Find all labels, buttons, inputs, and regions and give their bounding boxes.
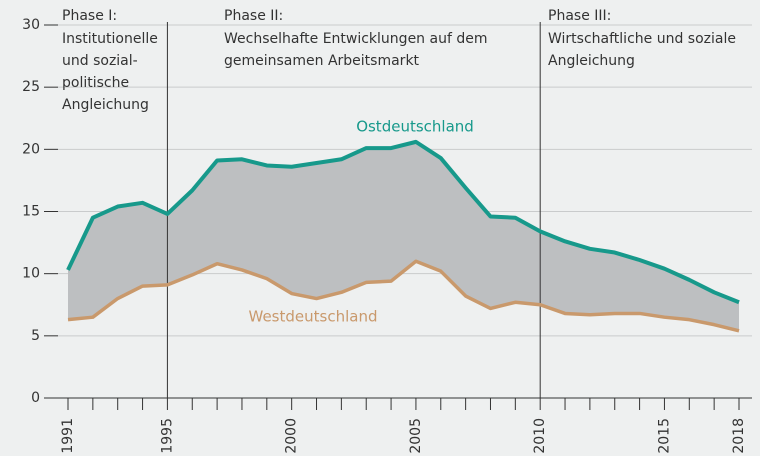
x-tick-label: 2018 bbox=[731, 418, 747, 454]
x-tick-label: 2010 bbox=[532, 418, 548, 454]
y-tick-label: 20 bbox=[22, 141, 40, 157]
y-tick-label: 30 bbox=[22, 17, 40, 33]
x-tick-label: 2000 bbox=[284, 418, 300, 454]
y-tick-label: 5 bbox=[31, 328, 40, 344]
phase-title: Phase II: bbox=[224, 8, 283, 24]
series-line bbox=[66, 139, 740, 305]
y-tick-label: 15 bbox=[22, 204, 40, 220]
series-label: Westdeutschland bbox=[249, 308, 378, 326]
series-label: Ostdeutschland bbox=[356, 118, 474, 136]
phase-text: Angleichung bbox=[62, 97, 149, 113]
phase-text: Institutionelle bbox=[62, 31, 158, 47]
phase-title: Phase III: bbox=[548, 8, 611, 24]
x-tick-label: 2005 bbox=[408, 418, 424, 454]
phase-title: Phase I: bbox=[62, 8, 117, 24]
series-line bbox=[67, 259, 740, 333]
x-tick-label: 1995 bbox=[159, 418, 175, 454]
x-tick-label: 1991 bbox=[60, 418, 76, 454]
area-between bbox=[68, 141, 739, 331]
phase-text: Angleichung bbox=[548, 53, 635, 69]
phase-text: Wechselhafte Entwicklungen auf dem bbox=[224, 31, 487, 47]
phase-text: Wirtschaftliche und soziale bbox=[548, 31, 736, 47]
phase-text: politische bbox=[62, 75, 129, 91]
y-tick-label: 0 bbox=[31, 390, 40, 406]
phase-text: gemeinsamen Arbeitsmarkt bbox=[224, 53, 420, 69]
y-tick-label: 25 bbox=[22, 79, 40, 95]
phase-text: und sozial- bbox=[62, 53, 138, 69]
y-tick-label: 10 bbox=[22, 266, 40, 282]
x-tick-label: 2015 bbox=[656, 418, 672, 454]
